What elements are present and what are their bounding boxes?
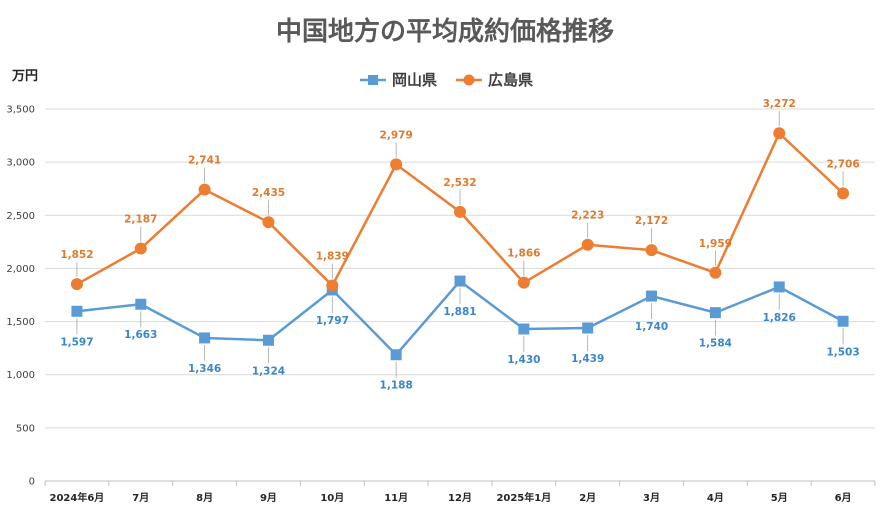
data-point-0	[709, 307, 721, 319]
data-label: 2,532	[443, 177, 476, 189]
data-point-0	[199, 332, 211, 344]
data-point-0	[135, 298, 147, 310]
data-label: 1,597	[60, 336, 93, 348]
y-tick-label: 1,000	[6, 370, 35, 381]
data-point-0	[646, 290, 658, 302]
data-label: 1,324	[252, 365, 285, 377]
legend: 岡山県 広島県	[360, 71, 533, 89]
x-tick-label: 8月	[196, 492, 213, 504]
x-tick-label: 5月	[771, 492, 788, 504]
data-point-0	[773, 281, 785, 293]
data-label: 3,272	[763, 98, 796, 110]
data-label: 1,439	[571, 353, 604, 365]
x-tick-label: 4月	[707, 492, 724, 504]
data-label: 1,346	[188, 363, 221, 375]
series-layer	[70, 127, 850, 361]
data-label: 2,223	[571, 210, 604, 222]
data-point-1	[645, 244, 658, 257]
y-axis-unit-label: 万円	[11, 69, 38, 84]
data-point-0	[837, 315, 849, 327]
data-label: 1,430	[507, 354, 540, 366]
data-point-1	[198, 183, 211, 196]
y-tick-label: 1,500	[6, 317, 35, 328]
legend-label-0: 岡山県	[392, 71, 437, 89]
data-point-1	[581, 238, 594, 251]
data-label: 1,866	[507, 248, 540, 260]
data-point-0	[390, 349, 402, 361]
y-tick-label: 3,000	[6, 158, 35, 169]
y-tick-label: 0	[29, 477, 35, 488]
data-labels: 1,597 1,663 1,346 1,324 1,797 1,188 1,881 1,430…	[60, 98, 859, 391]
data-label: 1,797	[316, 315, 349, 327]
y-tick-label: 500	[16, 423, 35, 434]
data-point-1	[517, 276, 530, 289]
data-label: 2,979	[380, 129, 413, 141]
x-tick-label: 6月	[835, 492, 852, 504]
x-tick-label: 10月	[320, 492, 344, 504]
data-point-0	[262, 334, 274, 346]
data-point-0	[71, 305, 83, 317]
data-label: 1,839	[316, 251, 349, 263]
data-label: 2,706	[826, 158, 859, 170]
data-label: 2,187	[124, 214, 157, 226]
data-label: 1,188	[380, 380, 413, 392]
y-tick-label: 3,500	[6, 105, 35, 116]
data-point-0	[518, 323, 530, 335]
data-label: 1,881	[443, 306, 476, 318]
data-label: 1,740	[635, 321, 668, 333]
data-point-1	[454, 205, 466, 218]
legend-marker-0	[368, 75, 378, 85]
x-tick-label: 3月	[643, 492, 660, 504]
data-point-1	[326, 279, 339, 292]
data-point-0	[454, 275, 466, 287]
data-label: 2,435	[252, 187, 285, 199]
data-label: 1,852	[60, 249, 93, 261]
legend-label-1: 広島県	[488, 71, 533, 89]
x-tick-label: 9月	[260, 492, 277, 504]
data-label: 1,959	[699, 238, 732, 250]
y-tick-label: 2,000	[6, 264, 35, 275]
data-point-1	[773, 127, 786, 140]
y-tick-label: 2,500	[6, 211, 35, 222]
data-label: 1,826	[763, 312, 796, 324]
data-label: 2,741	[188, 155, 221, 167]
data-point-1	[390, 158, 403, 171]
chart-title: 中国地方の平均成約価格推移	[276, 16, 614, 47]
x-tick-label: 2月	[579, 492, 596, 504]
x-tick-label: 2025年1月	[496, 491, 551, 504]
data-label: 2,172	[635, 215, 668, 227]
data-point-1	[70, 278, 83, 291]
x-tick-label: 11月	[384, 492, 408, 504]
x-tick-label: 12月	[448, 492, 472, 504]
data-point-1	[837, 187, 850, 200]
x-tick-label: 2024年6月	[50, 491, 105, 504]
data-point-1	[134, 242, 147, 255]
x-tick-label: 7月	[132, 492, 149, 504]
axes: 0 500 1,000 1,500 2,000 2,500 3,000 3,500 2024年6…	[6, 105, 876, 504]
data-point-0	[582, 322, 594, 334]
data-point-1	[709, 266, 722, 279]
data-label: 1,663	[124, 329, 157, 341]
data-label: 1,503	[826, 346, 859, 358]
legend-marker-1	[463, 74, 475, 86]
data-label: 1,584	[699, 338, 732, 350]
data-point-1	[262, 216, 275, 229]
